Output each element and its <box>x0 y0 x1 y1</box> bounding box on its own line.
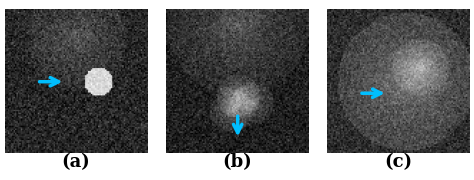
Text: (c): (c) <box>384 153 412 171</box>
Text: (a): (a) <box>62 153 90 171</box>
Text: (b): (b) <box>222 153 252 171</box>
